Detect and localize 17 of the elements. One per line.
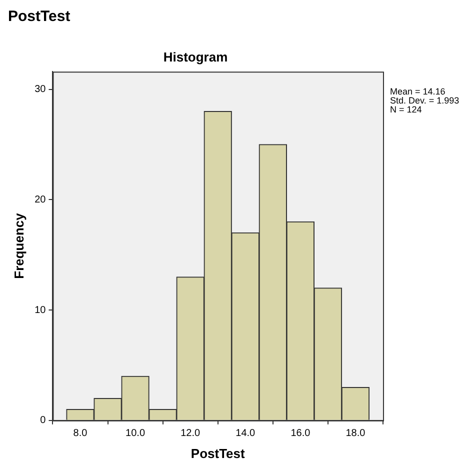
x-tick-label: 10.0 bbox=[126, 428, 146, 440]
x-tick-label: 12.0 bbox=[180, 428, 201, 440]
x-tick-label: 16.0 bbox=[290, 428, 311, 440]
text: PostTest bbox=[8, 8, 72, 27]
y-tick-label: 10 bbox=[34, 304, 46, 316]
text: N = 124 bbox=[390, 104, 422, 115]
text: Std. Dev. = 1.993 bbox=[390, 96, 460, 106]
x-axis-title: PostTest bbox=[190, 446, 246, 461]
text: Mean = 14.16 bbox=[390, 86, 446, 97]
x-tick-label: 14.0 bbox=[236, 428, 256, 440]
y-axis-title: Frequency bbox=[11, 212, 26, 279]
y-tick-label: 0 bbox=[40, 415, 46, 426]
chart-title: Histogram bbox=[163, 49, 228, 64]
y-tick-label: 20 bbox=[34, 194, 46, 206]
y-tick-label: 30 bbox=[34, 84, 46, 96]
x-tick-label: 8.0 bbox=[73, 428, 88, 440]
x-tick-label: 18.0 bbox=[346, 428, 366, 440]
